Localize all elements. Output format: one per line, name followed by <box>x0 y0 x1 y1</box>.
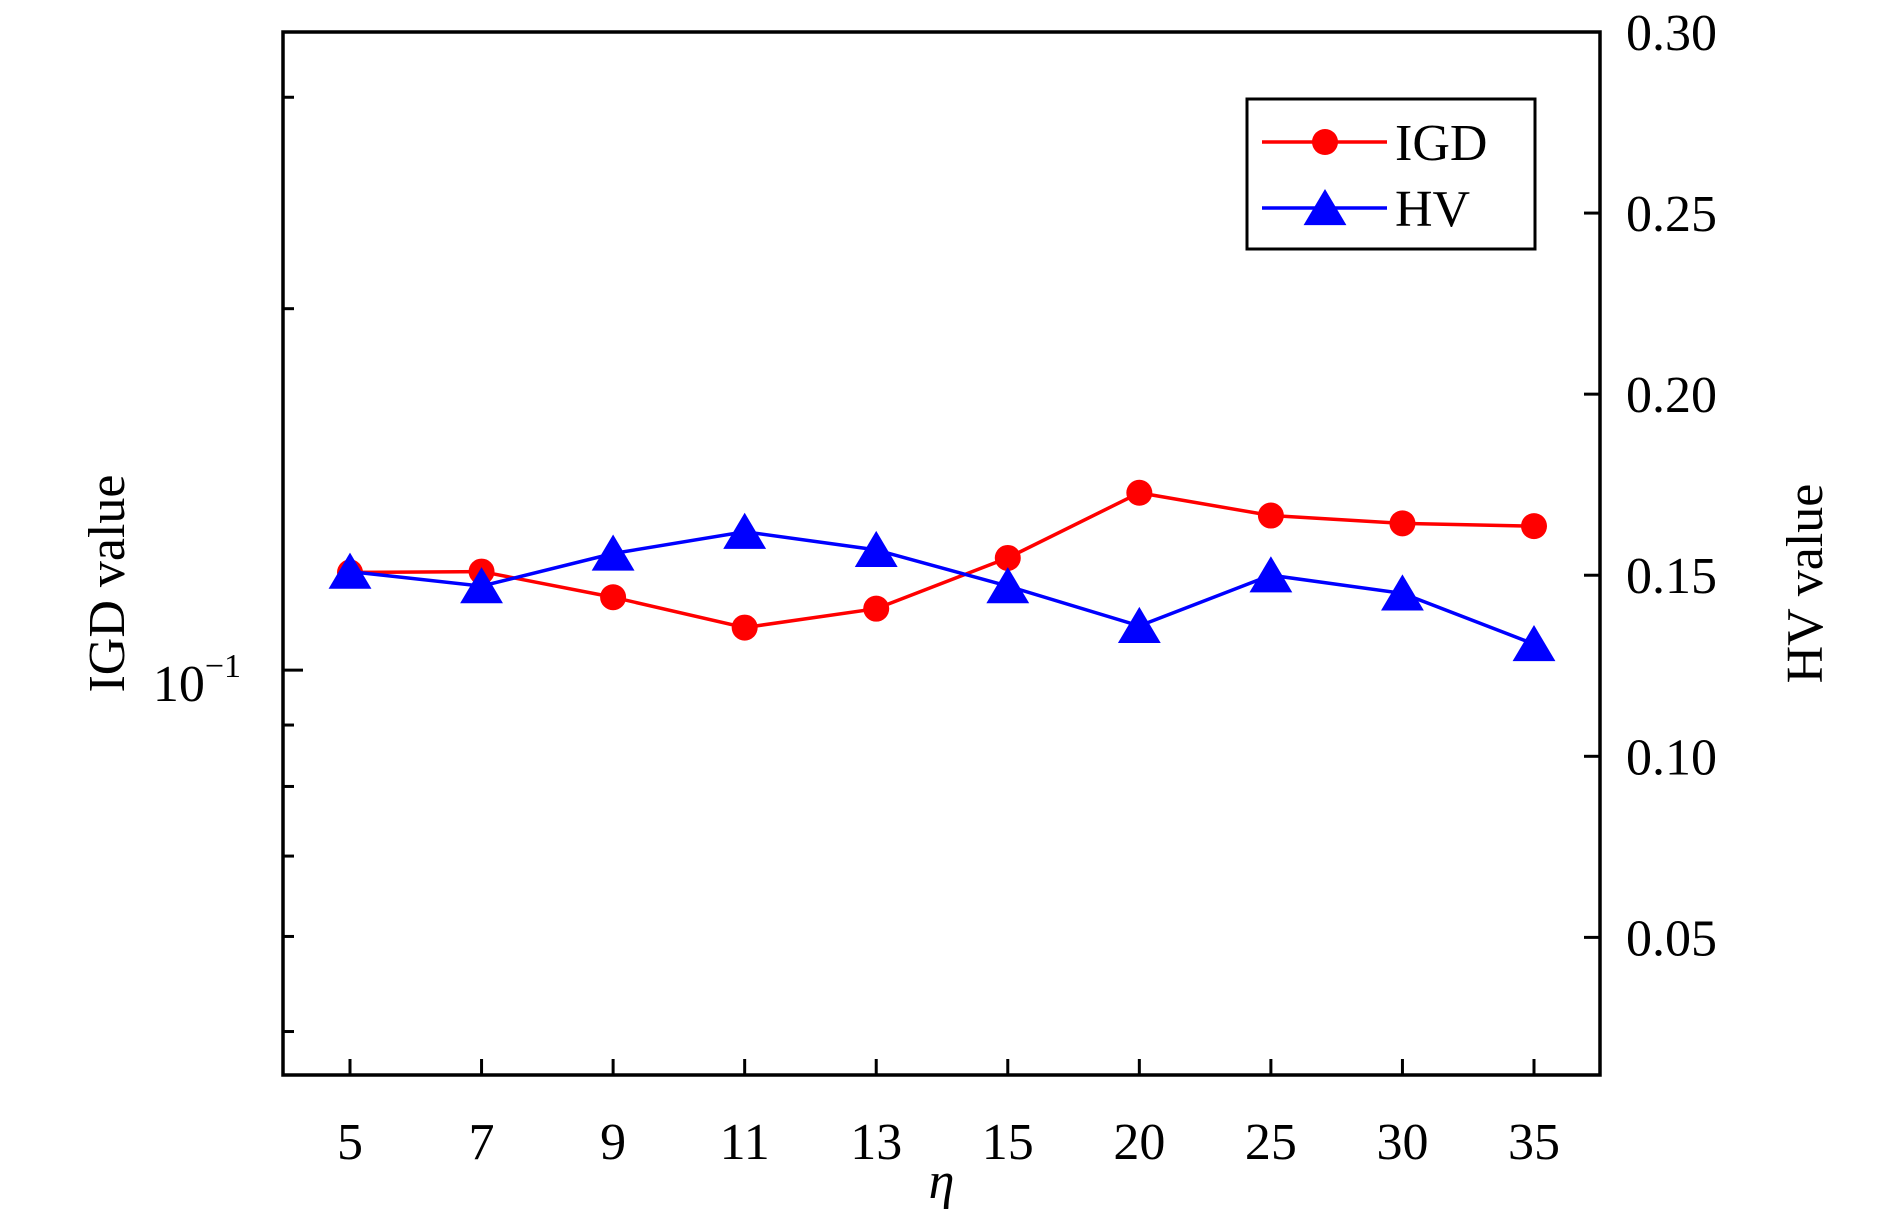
data-point-hv <box>723 512 767 549</box>
data-point-igd <box>600 584 627 611</box>
series-line-igd <box>349 490 1535 630</box>
legend-label-hv: HV <box>1395 181 1470 238</box>
data-point-igd <box>1126 479 1153 506</box>
data-point-hv <box>986 567 1030 604</box>
x-tick-label: 15 <box>982 1114 1034 1171</box>
data-point-hv <box>328 552 372 589</box>
x-tick-label: 13 <box>850 1114 902 1171</box>
data-point-hv <box>1249 556 1293 593</box>
data-point-igd <box>863 595 890 622</box>
legend: IGD HV <box>1245 97 1537 251</box>
right-y-tick-label: 0.15 <box>1626 548 1717 605</box>
left-y-tick-label: 10−1 <box>153 648 241 713</box>
series-igd <box>337 479 1547 641</box>
x-tick-label: 9 <box>600 1114 626 1171</box>
data-point-igd <box>1521 513 1547 540</box>
legend-entry-igd: IGD <box>1262 115 1487 172</box>
x-tick-label: 7 <box>469 1114 495 1171</box>
data-point-hv <box>1512 625 1556 662</box>
data-point-hv <box>591 534 635 571</box>
x-tick-label: 25 <box>1245 1114 1297 1171</box>
plot-frame <box>281 30 1602 1077</box>
legend-marker-igd <box>1312 129 1338 155</box>
right-y-tick-label: 0.25 <box>1626 186 1717 243</box>
x-axis-label: η <box>929 1153 955 1210</box>
series-hv <box>328 512 1556 662</box>
legend-box <box>1245 97 1537 251</box>
right-y-tick-label: 0.30 <box>1626 5 1717 62</box>
left-y-axis-label: IGD value <box>79 474 136 692</box>
axes: 5 7 9 11 13 15 20 25 30 35 0.05 0.10 0.15 0.20 0.25 0.3… <box>283 5 1717 1171</box>
right-y-tick-label: 0.20 <box>1626 367 1717 424</box>
legend-label-igd: IGD <box>1395 115 1487 172</box>
x-tick-label: 20 <box>1113 1114 1165 1171</box>
data-point-igd <box>994 544 1021 571</box>
legend-entry-hv: HV <box>1262 181 1470 238</box>
data-point-hv <box>854 530 898 567</box>
right-y-tick-label: 0.05 <box>1626 910 1717 967</box>
data-point-igd <box>1389 510 1416 537</box>
data-point-hv <box>1117 606 1161 644</box>
x-tick-label: 5 <box>337 1114 363 1171</box>
x-tick-label: 35 <box>1508 1114 1560 1171</box>
data-point-igd <box>1257 502 1284 529</box>
series-line-hv <box>349 530 1535 646</box>
right-y-tick-label: 0.10 <box>1626 729 1717 786</box>
data-point-igd <box>731 614 758 641</box>
legend-marker-hv <box>1303 189 1347 226</box>
x-tick-label: 30 <box>1376 1114 1428 1171</box>
data-point-hv <box>1381 574 1424 611</box>
series-layer <box>328 479 1556 662</box>
x-tick-label: 11 <box>720 1114 770 1171</box>
data-point-hv <box>460 567 503 604</box>
right-y-axis-label: HV value <box>1777 484 1834 684</box>
